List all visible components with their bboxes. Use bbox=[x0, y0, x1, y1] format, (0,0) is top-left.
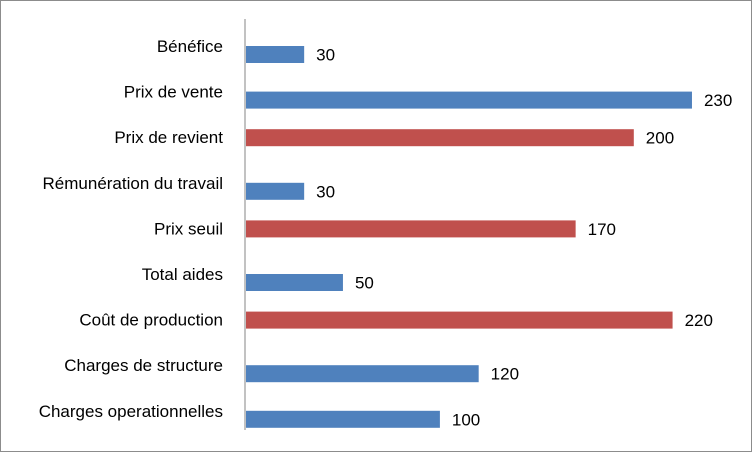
data-label: 220 bbox=[685, 311, 713, 330]
category-label: Rémunération du travail bbox=[43, 174, 223, 193]
category-labels: Bénéfice Prix de vente Prix de revient Rému… bbox=[39, 37, 224, 421]
bar bbox=[246, 311, 673, 329]
category-label: Total aides bbox=[142, 265, 223, 284]
bar bbox=[246, 365, 479, 383]
bars bbox=[246, 46, 692, 428]
data-label: 30 bbox=[316, 182, 335, 201]
data-label: 120 bbox=[491, 365, 519, 384]
category-label: Prix seuil bbox=[154, 219, 223, 238]
bar bbox=[246, 129, 634, 147]
data-label: 30 bbox=[316, 46, 335, 65]
category-label: Coût de production bbox=[79, 311, 223, 330]
data-label: 50 bbox=[355, 274, 374, 293]
data-label: 230 bbox=[704, 91, 732, 110]
category-label: Prix de vente bbox=[124, 83, 223, 102]
data-label: 200 bbox=[646, 129, 674, 148]
bar bbox=[246, 410, 440, 428]
category-label: Charges de structure bbox=[64, 356, 223, 375]
data-label: 170 bbox=[588, 220, 616, 239]
bar bbox=[246, 182, 305, 200]
category-label: Prix de revient bbox=[114, 128, 223, 147]
bar bbox=[246, 220, 576, 238]
data-label: 100 bbox=[452, 410, 480, 429]
bar bbox=[246, 91, 692, 109]
category-label: Charges operationnelles bbox=[39, 402, 223, 421]
bar bbox=[246, 46, 305, 63]
data-labels: 30 230 200 30 170 50 220 120 100 bbox=[316, 46, 732, 430]
bar bbox=[246, 274, 343, 291]
category-label: Bénéfice bbox=[157, 37, 223, 56]
